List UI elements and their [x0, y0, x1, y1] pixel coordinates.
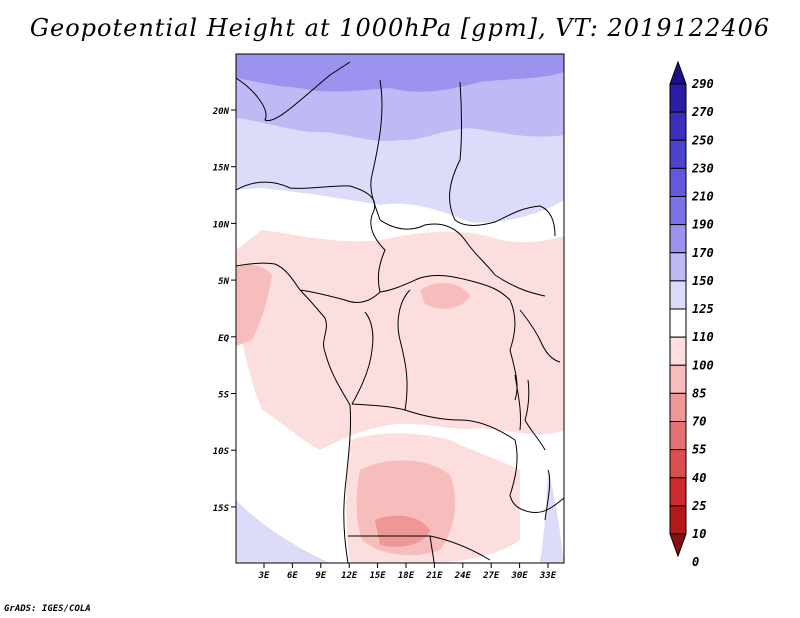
lon-tick-label: 6E: [287, 571, 298, 581]
lon-tick-label: 24E: [454, 571, 472, 581]
colorbar-bottom-arrow: [669, 533, 687, 558]
lon-tick-label: 33E: [539, 571, 557, 581]
colorbar-label: 150: [692, 274, 714, 288]
lon-tick-label: 3E: [258, 571, 270, 581]
colorbar-segment: [669, 83, 687, 113]
colorbar-label: 25: [691, 499, 706, 513]
height-field: [236, 54, 564, 563]
colorbar-label: 210: [691, 190, 714, 204]
colorbar-segment: [669, 477, 687, 507]
colorbar-segment: [669, 224, 687, 254]
colorbar-top-arrow: [669, 60, 687, 85]
colorbar-segment: [669, 449, 687, 479]
colorbar-label: 10: [692, 527, 706, 541]
colorbar-label: 70: [692, 415, 706, 429]
colorbar-segment: [669, 280, 687, 310]
map-figure: 20N 15N 10N 5N EQ 5S 10S 15S 3E 6E 9E 12E 15E 18E 21E…: [212, 53, 714, 581]
colorbar-segment: [669, 392, 687, 422]
lon-tick-label: 15E: [369, 571, 386, 581]
colorbar-segment: [669, 364, 687, 394]
colorbar-segment: [669, 252, 687, 282]
colorbar-label: 55: [692, 443, 706, 457]
lat-tick-label: 10S: [213, 447, 230, 457]
lon-tick-label: 12E: [341, 571, 358, 581]
colorbar-segment: [669, 336, 687, 366]
colorbar-segment: [669, 167, 687, 197]
lat-tick-label: 5S: [218, 391, 229, 401]
lat-tick-label: 15S: [213, 504, 230, 514]
colorbar-label: 270: [691, 105, 714, 119]
colorbar-label: 0: [692, 555, 699, 569]
map-frame: [235, 53, 565, 564]
lat-tick-label: EQ: [218, 334, 229, 344]
colorbar: 2902702502302101901701501251101008570554…: [669, 60, 714, 569]
colorbar-label: 40: [692, 471, 706, 485]
colorbar-label: 85: [692, 386, 706, 400]
grads-credit: GrADS: IGES/COLA: [4, 604, 91, 614]
colorbar-label: 125: [692, 302, 714, 316]
colorbar-segment: [669, 139, 687, 169]
colorbar-label: 170: [692, 246, 714, 260]
lat-tick-label: 10N: [213, 220, 230, 230]
colorbar-segment: [669, 308, 687, 338]
map-title: Geopotential Height at 1000hPa [gpm], VT…: [29, 14, 771, 42]
longitude-axis: 3E 6E 9E 12E 15E 18E 21E 24E 27E 30E 33E: [258, 563, 557, 581]
colorbar-segment: [669, 421, 687, 451]
colorbar-segment: [669, 196, 687, 226]
lon-tick-label: 27E: [482, 571, 500, 581]
lat-tick-label: 20N: [212, 107, 230, 117]
lon-tick-label: 18E: [398, 571, 415, 581]
colorbar-label: 100: [692, 358, 714, 372]
lat-tick-label: 15N: [213, 164, 230, 174]
lon-tick-label: 30E: [510, 571, 528, 581]
lon-tick-label: 9E: [315, 571, 326, 581]
colorbar-label: 250: [691, 133, 714, 147]
colorbar-label: 230: [691, 161, 714, 175]
colorbar-segment: [669, 111, 687, 141]
latitude-axis: 20N 15N 10N 5N EQ 5S 10S 15S: [212, 107, 236, 514]
lat-tick-label: 5N: [218, 277, 229, 287]
colorbar-label: 290: [691, 77, 714, 91]
lon-tick-label: 21E: [425, 571, 443, 581]
colorbar-label: 190: [692, 218, 714, 232]
colorbar-label: 110: [692, 330, 714, 344]
colorbar-segment: [669, 505, 687, 535]
